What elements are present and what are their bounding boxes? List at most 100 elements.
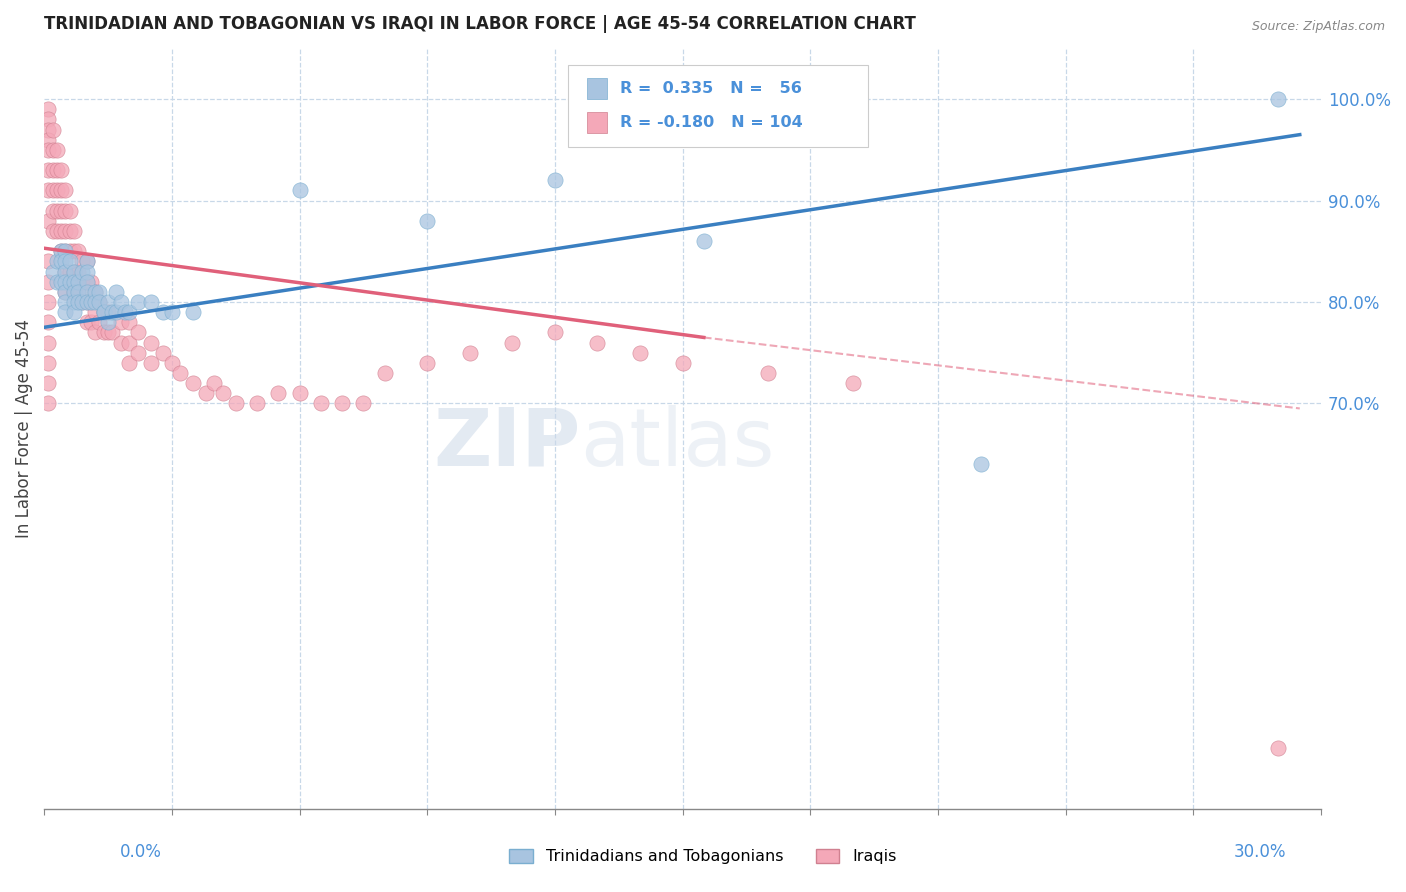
Point xyxy=(89,285,111,299)
Point xyxy=(49,183,72,197)
Point xyxy=(202,376,225,390)
Point xyxy=(63,295,86,310)
Bar xyxy=(586,78,607,99)
Point xyxy=(37,143,59,157)
Point xyxy=(1267,92,1289,106)
Point xyxy=(127,345,149,359)
Point xyxy=(72,275,94,289)
Point xyxy=(49,275,72,289)
Point xyxy=(127,326,149,340)
Point xyxy=(41,163,63,178)
Point xyxy=(246,396,269,410)
Point xyxy=(160,356,183,370)
Point xyxy=(55,275,77,289)
Text: Source: ZipAtlas.com: Source: ZipAtlas.com xyxy=(1251,20,1385,33)
Point xyxy=(152,345,174,359)
Point xyxy=(49,163,72,178)
FancyBboxPatch shape xyxy=(568,65,868,147)
Point xyxy=(352,396,374,410)
Point xyxy=(37,275,59,289)
Text: ZIP: ZIP xyxy=(433,405,581,483)
Point xyxy=(63,224,86,238)
Point xyxy=(41,264,63,278)
Point xyxy=(97,315,120,329)
Point xyxy=(416,214,439,228)
Text: 0.0%: 0.0% xyxy=(120,843,162,861)
Point xyxy=(169,366,191,380)
Point xyxy=(37,183,59,197)
Point xyxy=(756,366,779,380)
Point xyxy=(59,254,82,268)
Point xyxy=(55,264,77,278)
Point xyxy=(37,112,59,127)
Point xyxy=(76,295,98,310)
Point xyxy=(110,315,132,329)
Point xyxy=(118,356,141,370)
Point xyxy=(63,285,86,299)
Point xyxy=(55,203,77,218)
Point xyxy=(80,295,103,310)
Point xyxy=(55,254,77,268)
Point xyxy=(55,244,77,259)
Point xyxy=(84,326,107,340)
Point xyxy=(63,264,86,278)
Point xyxy=(118,335,141,350)
Point xyxy=(55,224,77,238)
Point xyxy=(101,326,124,340)
Point xyxy=(93,305,115,319)
Point xyxy=(181,305,204,319)
Point xyxy=(45,275,67,289)
Point xyxy=(67,285,90,299)
Point xyxy=(114,305,136,319)
Point xyxy=(37,133,59,147)
Point xyxy=(110,335,132,350)
Point xyxy=(458,345,481,359)
Point xyxy=(1267,741,1289,756)
Point xyxy=(501,335,523,350)
Point xyxy=(59,244,82,259)
Point xyxy=(110,295,132,310)
Point xyxy=(72,264,94,278)
Point xyxy=(118,305,141,319)
Point xyxy=(139,335,162,350)
Legend: Trinidadians and Tobagonians, Iraqis: Trinidadians and Tobagonians, Iraqis xyxy=(503,842,903,871)
Point xyxy=(63,305,86,319)
Text: TRINIDADIAN AND TOBAGONIAN VS IRAQI IN LABOR FORCE | AGE 45-54 CORRELATION CHART: TRINIDADIAN AND TOBAGONIAN VS IRAQI IN L… xyxy=(44,15,915,33)
Point xyxy=(63,285,86,299)
Point xyxy=(55,264,77,278)
Point xyxy=(84,285,107,299)
Point xyxy=(72,295,94,310)
Point xyxy=(416,356,439,370)
Point xyxy=(93,305,115,319)
Point xyxy=(59,264,82,278)
Point xyxy=(72,295,94,310)
Point xyxy=(76,275,98,289)
Point xyxy=(37,295,59,310)
Point xyxy=(84,295,107,310)
Point xyxy=(105,285,128,299)
Point xyxy=(49,224,72,238)
Point xyxy=(84,285,107,299)
Point xyxy=(41,203,63,218)
Point xyxy=(45,203,67,218)
Point xyxy=(41,183,63,197)
Point xyxy=(93,326,115,340)
Point xyxy=(72,254,94,268)
Point xyxy=(309,396,332,410)
Point xyxy=(969,457,991,471)
Point xyxy=(49,254,72,268)
Point xyxy=(89,315,111,329)
Point xyxy=(67,285,90,299)
Point xyxy=(41,122,63,136)
Point xyxy=(544,326,567,340)
Point xyxy=(101,305,124,319)
Point xyxy=(55,305,77,319)
Point xyxy=(97,305,120,319)
Point xyxy=(139,295,162,310)
Point xyxy=(76,254,98,268)
Point xyxy=(586,335,609,350)
Point xyxy=(842,376,865,390)
Y-axis label: In Labor Force | Age 45-54: In Labor Force | Age 45-54 xyxy=(15,319,32,538)
Point xyxy=(80,315,103,329)
Point xyxy=(76,275,98,289)
